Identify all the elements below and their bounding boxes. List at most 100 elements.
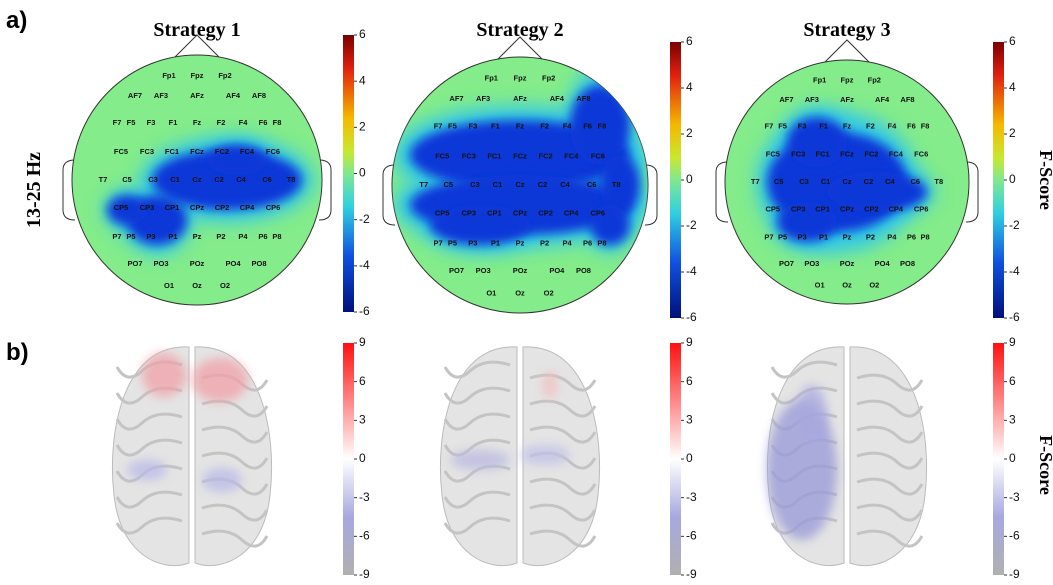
colorbar-tick-label: -9 [1009,567,1020,581]
colorbar-tick-label: 3 [686,413,693,427]
electrode-label: C3 [470,180,480,189]
gyrus [856,425,924,444]
colorbar-tick-label: 0 [1009,451,1016,465]
electrode-label: P1 [819,233,828,242]
electrode-label: FC5 [435,151,449,160]
electrode-label: T8 [934,177,943,186]
electrode-label: P4 [238,232,248,241]
colorbar-tick-label: 6 [686,374,693,388]
electrode-label: C4 [885,177,895,186]
electrode-label: F4 [239,118,249,127]
nose [824,39,870,63]
electrode-label: P8 [272,232,281,241]
gyrus [856,399,924,418]
electrode-label: F8 [273,118,282,127]
electrode-label: C6 [911,177,921,186]
colorbar-tick-label: -6 [359,304,370,318]
electrode-label: CP6 [266,203,281,212]
electrode-label: FC5 [766,150,780,159]
electrode-label: FC6 [266,147,280,156]
electrode-label: C5 [444,180,454,189]
electrode-label: O1 [486,289,496,298]
gyrus [770,386,838,405]
electrode-label: P5 [126,232,135,241]
gyrus [443,386,511,405]
electrode-label: CP2 [538,209,553,218]
electrode-label: FC4 [240,147,255,156]
topomap [104,138,314,255]
colorbar-tick-label: -2 [359,212,370,226]
gyrus [115,438,183,457]
colorbar-tick-label: -6 [1009,310,1020,324]
gyrus [529,503,597,522]
electrode-label: FCz [513,151,527,160]
blob [787,117,847,167]
blob [600,155,640,215]
electrode-label: AFz [840,95,854,104]
electrode-label: C6 [262,175,272,184]
colorbar-tick-label: -4 [1009,264,1020,278]
electrode-label: FC2 [215,147,229,156]
gyrus [856,503,924,522]
blob [777,202,837,242]
colorbar-tick-label: 3 [359,413,366,427]
electrode-label: PO8 [576,266,591,275]
electrode-label: C1 [170,175,180,184]
electrode-label: P2 [540,238,549,247]
colorbar-tick-label: 0 [686,451,693,465]
electrode-label: PO3 [153,259,168,268]
electrode-label: F2 [866,121,875,130]
blob [590,205,630,245]
electrode-label: C5 [122,175,132,184]
colorbar-tick-label: 6 [1009,34,1016,48]
activation [127,460,167,480]
electrode-label: P2 [866,233,875,242]
electrode-label: P3 [798,233,807,242]
electrode-label: Fz [843,121,852,130]
electrode-label: C3 [799,177,809,186]
colorbar-tick-label: 9 [1009,335,1016,349]
gyrus [529,399,597,418]
electrode-label: O1 [164,281,174,290]
electrode-label: FC6 [591,151,605,160]
colorbar-tick-label: -6 [359,529,370,543]
electrode-label: P7 [433,238,442,247]
colorbar-tick-label: 0 [359,451,366,465]
colorbar [343,343,354,575]
electrode-label: T8 [612,180,621,189]
electrode-label: CP2 [864,204,879,213]
electrode-label: PO7 [127,259,142,268]
colorbar-tick-label: -3 [686,490,697,504]
electrode-label: PO7 [449,266,464,275]
electrode-label: F2 [540,122,549,131]
electrode-label: AF7 [779,95,793,104]
gyrus [529,529,597,548]
electrode-label: CP6 [914,204,929,213]
electrode-label: PO8 [251,259,266,268]
colorbar-tick-label: 4 [686,80,693,94]
gyrus [529,373,597,392]
panel-title: Strategy 2 [476,19,563,41]
colorbar-tick-label: 6 [359,27,366,41]
electrode-label: PO3 [476,266,491,275]
colorbar [670,343,681,575]
gyrus [115,516,183,535]
electrode-label: AFz [190,91,204,100]
gyrus [115,412,183,431]
electrode-label: FC3 [791,150,805,159]
colorbar-label: F-Score [1036,150,1053,210]
electrode-label: Oz [515,289,525,298]
electrode-label: P1 [168,232,177,241]
electrode-label: O2 [220,281,230,290]
electrode-label: AF4 [226,91,241,100]
colorbar-tick-label: -3 [359,490,370,504]
electrode-label: P4 [887,233,897,242]
electrode-label: FC6 [914,150,928,159]
electrode-label: Fpz [191,71,204,80]
electrode-label: AF8 [576,94,590,103]
electrode-label: F5 [127,118,136,127]
electrode-label: C2 [214,175,224,184]
electrode-label: CP1 [487,209,502,218]
gyrus [201,425,269,444]
colorbar [993,343,1004,575]
